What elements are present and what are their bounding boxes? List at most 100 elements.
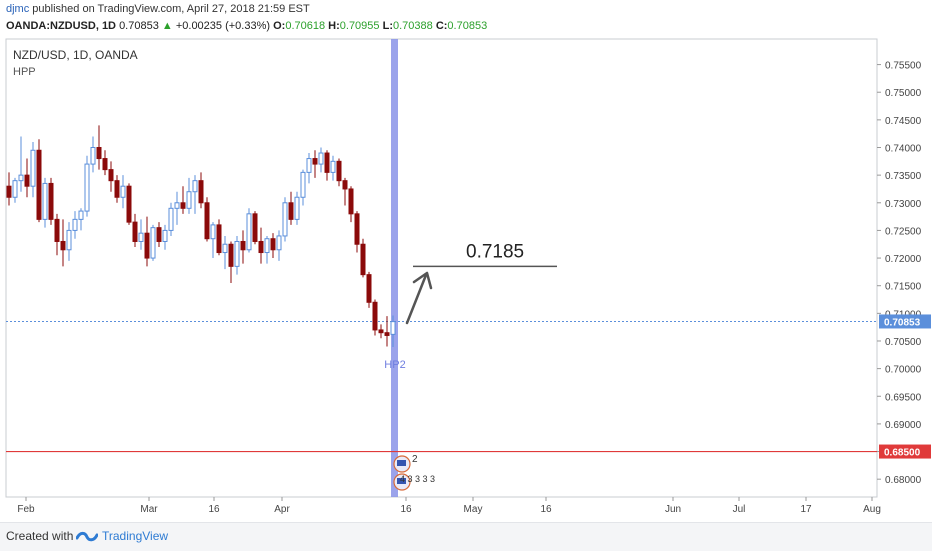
bull-candle	[162, 229, 168, 242]
y-tick-label: 0.71500	[885, 282, 922, 293]
bull-candle	[192, 180, 198, 193]
target-label: 0.7185	[466, 241, 524, 262]
change-value: +0.00235 (+0.33%)	[175, 20, 271, 32]
y-tick-label: 0.72000	[885, 254, 922, 265]
x-tick-label: Jul	[733, 504, 746, 515]
y-tick-label: 0.70500	[885, 337, 922, 348]
publish-header: djmc published on TradingView.com, April…	[0, 0, 932, 40]
bull-candle	[318, 152, 324, 165]
arrow-head	[412, 271, 433, 290]
bear-candle	[384, 332, 390, 336]
x-tick-label: Apr	[274, 504, 290, 515]
x-tick-label: 16	[540, 504, 552, 515]
created-with-text: Created with	[6, 529, 74, 543]
bear-candle	[24, 174, 30, 187]
low-label: L:	[382, 20, 393, 32]
price-chart[interactable]: NZD/USD, 1D, OANDA HPP 0.755000.750000.7…	[0, 38, 932, 522]
bull-candle	[300, 171, 306, 198]
bull-candle	[282, 202, 288, 237]
bear-candle	[336, 160, 342, 182]
x-tick-label: 16	[208, 504, 220, 515]
y-tick-label: 0.73500	[885, 171, 922, 182]
y-tick-label: 0.75000	[885, 88, 922, 99]
bear-candle	[360, 243, 366, 276]
bull-candle	[18, 174, 24, 182]
author-link[interactable]: djmc	[6, 3, 30, 15]
flag-icon	[397, 460, 406, 466]
bear-candle	[102, 158, 108, 171]
bull-candle	[168, 207, 174, 231]
bear-candle	[156, 227, 162, 242]
bear-candle	[270, 238, 276, 251]
plot-area[interactable]	[5, 38, 878, 498]
bear-candle	[366, 274, 372, 303]
x-tick-label: Aug	[863, 504, 881, 515]
chart-container[interactable]: NZD/USD, 1D, OANDA HPP 0.75500 0.75000 0.7…	[0, 38, 932, 522]
indicator-label: HPP	[13, 66, 36, 78]
bull-candle	[84, 163, 90, 212]
open-label: O:	[273, 20, 286, 32]
bull-candle	[306, 158, 312, 173]
last-price-tag	[879, 314, 931, 329]
flag-icon	[397, 478, 406, 484]
bear-candle	[54, 218, 60, 242]
bull-candle	[186, 191, 192, 209]
tradingview-link[interactable]: TradingView	[102, 529, 169, 543]
bull-candle	[264, 238, 270, 254]
close-label: C:	[435, 20, 448, 32]
bull-candle	[234, 240, 240, 267]
arrow-shaft	[405, 273, 428, 325]
ohlc-line: OANDA:NZDUSD, 1D 0.70853 ▲ +0.00235 (+0.…	[6, 20, 487, 32]
bull-candle	[138, 232, 144, 242]
y-tick-label: 0.68000	[885, 475, 922, 486]
bull-candle	[66, 229, 72, 251]
bear-candle	[240, 240, 246, 251]
vertical-band	[391, 39, 398, 497]
bear-candle	[258, 240, 264, 254]
y-axis: 0.75500 0.75000 0.74500 0.74000 0.73500 0.730…	[877, 61, 922, 486]
event-marker-count: 2	[412, 454, 418, 465]
vertical-band-rect	[391, 39, 398, 497]
bear-candle	[342, 180, 348, 190]
x-axis: Feb Mar 16 Apr 16 May 16 Jun Jul 17 Aug	[17, 497, 881, 515]
bull-candle	[78, 210, 84, 220]
bull-candle	[174, 202, 180, 209]
bull-candle	[294, 196, 300, 220]
x-tick-label: May	[464, 504, 483, 515]
candles	[6, 125, 396, 348]
bull-candle	[30, 149, 36, 187]
y-tick-label: 0.75500	[885, 61, 922, 72]
bull-candle	[150, 227, 156, 259]
x-tick-label: Jun	[665, 504, 681, 515]
bull-candle	[90, 147, 96, 165]
horizontal-lines	[6, 320, 877, 453]
open-value: 0.70618	[285, 20, 326, 32]
x-tick-label: Mar	[140, 504, 158, 515]
y-tick-label: 0.69000	[885, 420, 922, 431]
bear-candle	[180, 202, 186, 209]
bear-candle	[288, 202, 294, 220]
bull-candle	[72, 218, 78, 231]
bear-candle	[204, 202, 210, 240]
bear-candle	[36, 149, 42, 220]
bull-candle	[276, 235, 282, 251]
bear-candle	[96, 147, 102, 160]
bear-candle	[324, 152, 330, 173]
bull-candle	[330, 160, 336, 173]
y-tick-label: 0.72500	[885, 226, 922, 237]
bull-candle	[120, 185, 126, 198]
bear-candle	[216, 224, 222, 254]
y-tick-label: 0.69500	[885, 392, 922, 403]
bull-candle	[12, 180, 18, 198]
support-tag-label: 0.68500	[884, 448, 921, 459]
x-tick-label: Feb	[17, 504, 35, 515]
publish-info: djmc published on TradingView.com, April…	[6, 3, 310, 15]
x-tick-label: 17	[800, 504, 812, 515]
bear-candle	[354, 213, 360, 245]
pivot-label: HP2	[384, 359, 405, 371]
symbol-label: OANDA:NZDUSD, 1D	[6, 20, 116, 32]
bear-candle	[228, 243, 234, 267]
published-text: published on TradingView.com, April 27, …	[32, 3, 310, 15]
bear-candle	[252, 213, 258, 242]
bear-candle	[144, 232, 150, 259]
